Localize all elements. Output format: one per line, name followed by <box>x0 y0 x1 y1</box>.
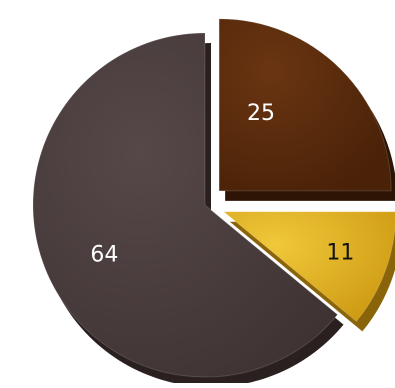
pie-slice-0 <box>218 18 392 192</box>
pie-label-2: 64 <box>90 242 118 267</box>
pie-slice-2 <box>32 32 339 378</box>
pie-slice-1 <box>222 211 395 323</box>
pie-label-1: 11 <box>326 241 354 266</box>
pie-label-0: 25 <box>247 101 275 126</box>
